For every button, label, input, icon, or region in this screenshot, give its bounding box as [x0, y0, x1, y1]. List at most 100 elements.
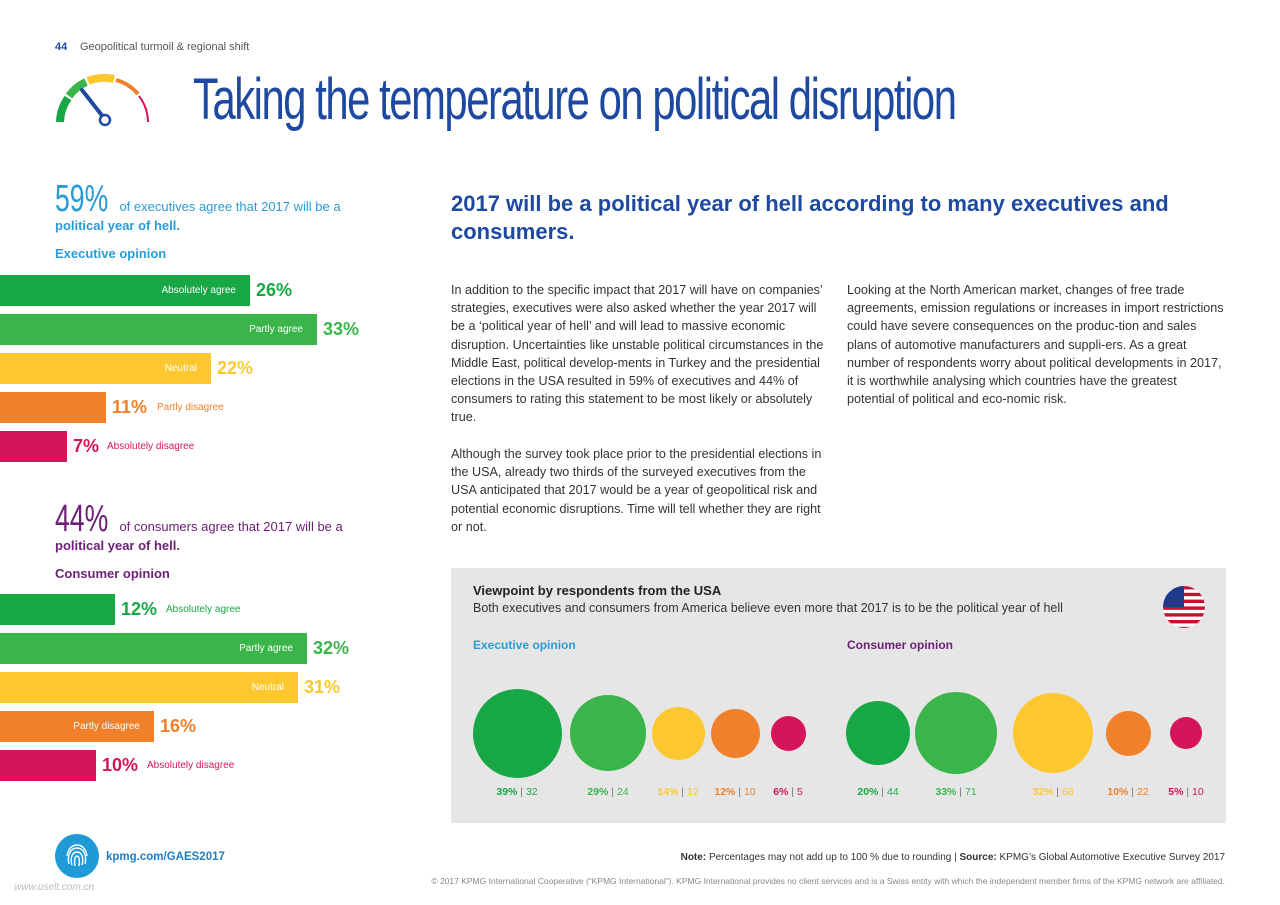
consumers-text-bold: political year of hell.	[55, 538, 180, 553]
usa-executive-label: Executive opinion	[473, 638, 576, 652]
consumers-bar-1	[0, 633, 307, 664]
consumers-bar-label-1: Partly agree	[239, 643, 293, 654]
consumers-summary: 44% of consumers agree that 2017 will be…	[55, 500, 395, 538]
executives-percent: 59%	[55, 178, 109, 220]
executive-opinion-label: Executive opinion	[55, 246, 167, 261]
consumers-bar-2	[0, 672, 298, 703]
executives-bar-4	[0, 431, 67, 462]
consumers-bar-4	[0, 750, 96, 781]
usa-consumer-circle-count-2: 68	[1061, 786, 1074, 798]
executives-bar-2	[0, 353, 211, 384]
usa-panel-title: Viewpoint by respondents from the USA	[473, 583, 722, 598]
usa-consumer-circle-label-4: 5% | 10	[1162, 786, 1210, 798]
executives-text-bold: political year of hell.	[55, 218, 180, 233]
copyright: © 2017 KPMG International Cooperative (“…	[431, 876, 1225, 886]
usa-consumer-circle-count-1: 71	[964, 786, 977, 798]
usa-executive-circle-count-4: 5	[796, 786, 803, 798]
usa-executive-circle-4	[770, 715, 806, 751]
consumers-percent: 44%	[55, 498, 109, 540]
executives-bar-label-0: Absolutely agree	[161, 285, 237, 296]
usa-executive-circle-count-1: 24	[616, 786, 629, 798]
consumers-bar-value-4: 10%	[102, 755, 139, 775]
usa-consumer-circle-pct-4: 5%	[1168, 786, 1184, 798]
usa-consumer-circle-0	[846, 701, 910, 765]
page-title: Taking the temperature on political disr…	[193, 67, 957, 132]
watermark: www.uselt.com.cn	[14, 882, 95, 893]
executives-bar-label-2: Neutral	[164, 363, 197, 374]
usa-consumer-circle-pct-3: 10%	[1107, 786, 1129, 798]
usa-consumer-circle-label-1: 33% | 71	[932, 786, 980, 798]
usa-consumer-circle-separator-0: |	[878, 786, 887, 798]
usa-executive-circle-label-2: 14% | 12	[654, 786, 702, 798]
executives-summary: 59% of executives agree that 2017 will b…	[55, 180, 395, 218]
page-number: 44	[55, 41, 68, 53]
usa-executive-circle-label-4: 6% | 5	[764, 786, 812, 798]
usa-executive-circle-count-2: 12	[686, 786, 699, 798]
executives-bar-0	[0, 275, 250, 306]
usa-executive-circle-separator-1: |	[608, 786, 617, 798]
executives-bar-label-1: Partly agree	[249, 324, 303, 335]
usa-executive-circle-count-0: 32	[525, 786, 538, 798]
executives-text: of executives agree that 2017 will be a	[119, 199, 341, 214]
article-col1-p2: Although the survey took place prior to …	[451, 447, 822, 534]
usa-executive-circle-label-0: 39% | 32	[493, 786, 541, 798]
usa-viewpoint-panel	[451, 568, 1226, 823]
consumers-bar-value-1: 32%	[313, 638, 350, 658]
executives-bar-value-3: 11%	[112, 397, 148, 417]
consumers-bar-value-2: 31%	[304, 677, 341, 697]
consumers-text: of consumers agree that 2017 will be a	[119, 519, 343, 534]
fingerprint-logo-icon	[55, 834, 99, 878]
consumers-bar-value-3: 16%	[160, 716, 197, 736]
usa-flag-icon	[1163, 586, 1205, 628]
consumers-bar-label-0: Absolutely agree	[166, 604, 241, 615]
consumers-bar-3	[0, 711, 154, 742]
usa-consumer-label: Consumer opinion	[847, 638, 953, 652]
executive-bar-chart: 26% Absolutely agree 33% Partly agree 22% Neu…	[0, 275, 420, 470]
usa-executive-circle-separator-4: |	[788, 786, 797, 798]
executives-bar-label-3: Partly disagree	[157, 402, 224, 413]
note-label: Note:	[680, 852, 707, 863]
usa-executive-circle-separator-0: |	[517, 786, 526, 798]
usa-consumer-circle-pct-0: 20%	[857, 786, 879, 798]
usa-consumer-circle-2	[1013, 693, 1093, 773]
article-col1-p1: In addition to the specific impact that …	[451, 283, 824, 425]
article-headline: 2017 will be a political year of hell ac…	[451, 191, 1169, 244]
footer-note: Note: Percentages may not add up to 100 …	[681, 852, 1225, 863]
gauge-icon	[56, 73, 149, 127]
usa-executive-circle-pct-0: 39%	[496, 786, 518, 798]
usa-consumer-circle-4	[1170, 717, 1202, 749]
usa-consumer-circle-label-3: 10% | 22	[1104, 786, 1152, 798]
executives-bar-value-2: 22%	[217, 358, 254, 378]
usa-executive-circle-pct-1: 29%	[587, 786, 609, 798]
usa-executive-circle-2	[651, 706, 705, 760]
consumers-bar-label-3: Partly disagree	[73, 721, 140, 732]
source-label: Source:	[959, 852, 997, 863]
executives-bar-label-4: Absolutely disagree	[107, 441, 195, 452]
usa-executive-circle-1	[570, 695, 646, 771]
consumers-bar-label-2: Neutral	[251, 682, 284, 693]
usa-executive-circle-pct-3: 12%	[714, 786, 736, 798]
consumers-bar-label-4: Absolutely disagree	[147, 760, 235, 771]
consumer-bar-chart: 12% Absolutely agree 32% Partly agree 31% Neu…	[0, 594, 420, 789]
usa-executive-circle-3	[710, 708, 760, 758]
executives-bar-value-0: 26%	[256, 280, 293, 300]
usa-consumer-circle-label-2: 32% | 68	[1029, 786, 1077, 798]
usa-executive-circle-pct-4: 6%	[773, 786, 789, 798]
executives-bar-value-4: 7%	[73, 436, 100, 456]
consumer-opinion-label: Consumer opinion	[55, 566, 170, 581]
note-text: Percentages may not add up to 100 % due …	[708, 852, 957, 863]
footer-url[interactable]: kpmg.com/GAES2017	[106, 851, 225, 863]
usa-consumer-circle-label-0: 20% | 44	[854, 786, 902, 798]
usa-executive-circle-count-3: 10	[743, 786, 756, 798]
usa-executive-circle-label-1: 29% | 24	[584, 786, 632, 798]
usa-consumer-circle-count-4: 10	[1192, 786, 1204, 798]
usa-consumer-circle-3	[1105, 710, 1151, 756]
usa-executive-circle-separator-3: |	[735, 786, 744, 798]
section-name: Geopolitical turmoil & regional shift	[80, 41, 250, 53]
usa-executive-circle-pct-2: 14%	[657, 786, 679, 798]
usa-consumer-circle-separator-2: |	[1053, 786, 1062, 798]
usa-executive-circle-separator-2: |	[678, 786, 687, 798]
usa-consumer-circle-1	[915, 692, 997, 774]
usa-consumer-circle-count-0: 44	[886, 786, 899, 798]
consumers-bar-value-0: 12%	[121, 599, 158, 619]
